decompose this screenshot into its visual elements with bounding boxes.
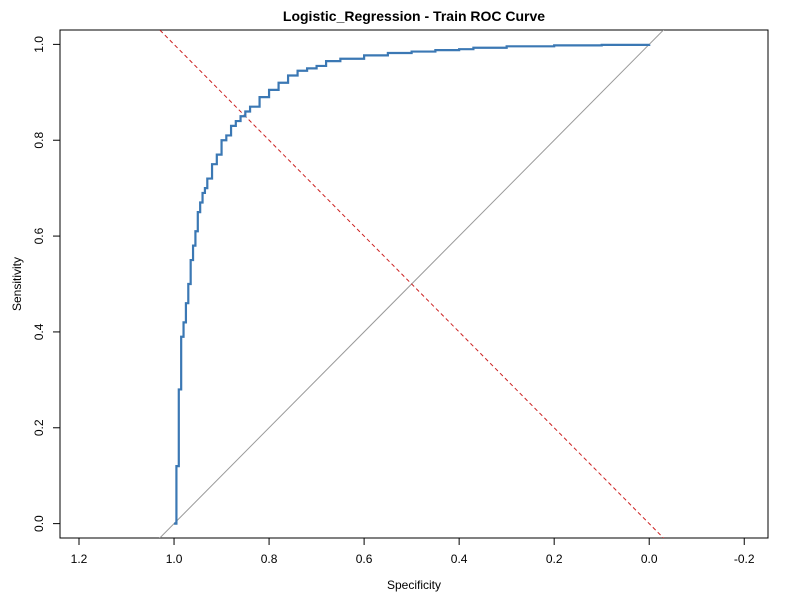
chart-title: Logistic_Regression - Train ROC Curve	[283, 8, 545, 24]
x-tick-label: 1.0	[166, 552, 183, 566]
roc-curve-line	[174, 43, 651, 525]
x-tick-label: 0.8	[261, 552, 278, 566]
y-tick-label: 0.2	[32, 419, 46, 436]
plot-border	[59, 29, 769, 539]
x-tick-label: 0.2	[546, 552, 563, 566]
x-tick-label: 0.4	[451, 552, 468, 566]
y-tick-label: 0.8	[32, 132, 46, 149]
x-axis: 1.2 1.0 0.8 0.6 0.4 0.2 0.0 -0.2	[71, 538, 755, 566]
plot-area	[159, 30, 665, 538]
y-tick-label: 0.6	[32, 227, 46, 244]
threshold-dashed-line	[159, 30, 665, 538]
x-tick-label: -0.2	[734, 552, 755, 566]
y-tick-label: 0.0	[32, 515, 46, 532]
x-axis-label: Specificity	[387, 578, 441, 592]
y-tick-label: 1.0	[32, 36, 46, 53]
x-tick-label: 0.0	[641, 552, 658, 566]
y-axis-label: Sensitivity	[10, 257, 24, 311]
y-tick-label: 0.4	[32, 323, 46, 340]
x-tick-label: 0.6	[356, 552, 373, 566]
y-axis: 0.0 0.2 0.4 0.6 0.8 1.0	[32, 36, 60, 532]
x-tick-label: 1.2	[71, 552, 88, 566]
